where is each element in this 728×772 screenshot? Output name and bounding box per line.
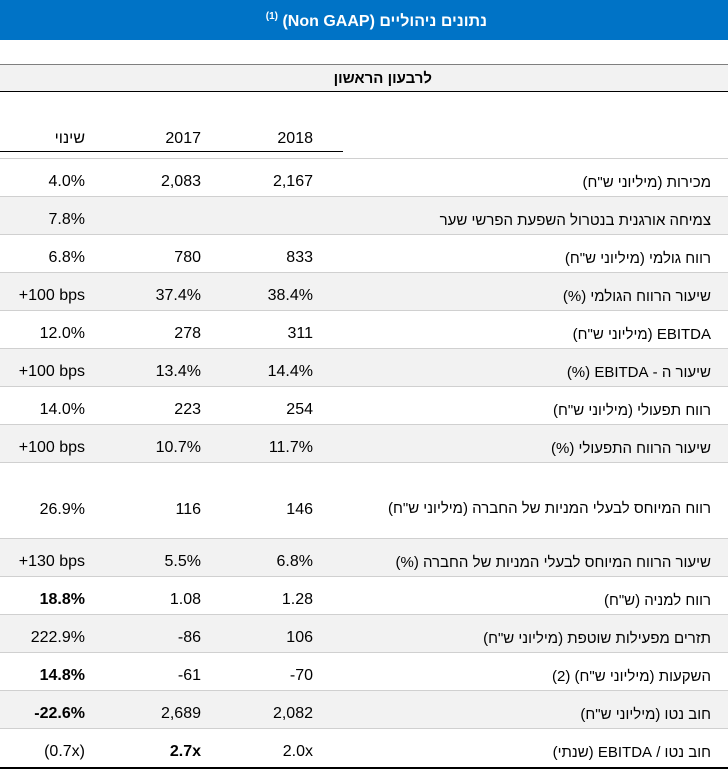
change-value: 14.0%: [39, 401, 85, 418]
table-row-ebitda-margin: +100 bps 13.4% 14.4% שיעור ה - EBITDA (%…: [0, 348, 728, 387]
row-label: חוב נטו (מיליוני ש"ח): [580, 706, 711, 723]
change-value: 26.9%: [39, 501, 85, 518]
table-row-gross-margin: +100 bps 37.4% 38.4% שיעור הרווח הגולמי …: [0, 272, 728, 311]
row-label: EBITDA (מיליוני ש"ח): [572, 326, 711, 343]
table-row-eps: 18.8% 1.08 1.28 רווח למניה (ש"ח): [0, 576, 728, 615]
change-value: -22.6%: [34, 705, 85, 722]
row-label: חוב נטו / EBITDA (שנתי): [552, 744, 711, 761]
change-value: +100 bps: [18, 363, 85, 380]
value-2017: 5.5%: [164, 553, 201, 570]
value-2017: 116: [175, 501, 201, 518]
change-value: 4.0%: [48, 173, 85, 190]
value-2018: 106: [286, 629, 313, 646]
table-row-net-debt: -22.6% 2,689 2,082 חוב נטו (מיליוני ש"ח): [0, 690, 728, 729]
value-2018: 6.8%: [276, 553, 313, 570]
value-2018: 11.7%: [268, 439, 313, 456]
table-row-net-profit: 26.9% 116 146 רווח המיוחס לבעלי המניות ש…: [0, 462, 728, 525]
value-2017: -61: [177, 667, 201, 684]
value-2018: 14.4%: [267, 363, 313, 380]
row-label: שיעור הרווח המיוחס לבעלי המניות של החברה…: [395, 554, 711, 571]
value-2018: 833: [286, 249, 313, 266]
value-2017: 1.08: [169, 591, 201, 608]
value-2018: 2.0x: [282, 743, 313, 760]
value-2017: 2.7x: [169, 743, 201, 760]
value-2018: 2,082: [272, 705, 313, 722]
table-row-operating-profit: 14.0% 223 254 רווח תפעולי (מיליוני ש"ח): [0, 386, 728, 425]
period-header: לרבעון הראשון: [0, 64, 728, 92]
value-2018: 38.4%: [267, 287, 313, 304]
table-row-sales: 4.0% 2,083 2,167 מכירות (מיליוני ש"ח): [0, 158, 728, 197]
value-2018: 146: [286, 501, 313, 518]
value-2017: 10.7%: [155, 439, 201, 456]
change-value: 12.0%: [39, 325, 85, 342]
change-value: +100 bps: [18, 439, 85, 456]
row-label: שיעור הרווח הגולמי (%): [562, 288, 711, 305]
value-2017: 780: [174, 249, 201, 266]
change-value: 18.8%: [39, 591, 85, 608]
table-row-organic-growth: 7.8% צמיחה אורגנית בנטרול השפעת הפרשי שע…: [0, 196, 728, 235]
row-label: תזרים מפעילות שוטפת (מיליוני ש"ח): [483, 630, 711, 647]
title-footnote: (1): [265, 11, 279, 22]
value-2017: 2,689: [160, 705, 201, 722]
value-2018: 254: [286, 401, 313, 418]
table-row-gross-profit: 6.8% 780 833 רווח גולמי (מיליוני ש"ח): [0, 234, 728, 273]
period-label: לרבעון הראשון: [333, 70, 432, 87]
column-header-change: שינוי: [54, 130, 85, 147]
table-row-ebitda: 12.0% 278 311 EBITDA (מיליוני ש"ח): [0, 310, 728, 349]
table-row-net-margin: +130 bps 5.5% 6.8% שיעור הרווח המיוחס לב…: [0, 538, 728, 577]
row-label: רווח המיוחס לבעלי המניות של החברה (מיליו…: [388, 500, 711, 517]
value-2017: 2,083: [160, 173, 201, 190]
change-value: 7.8%: [48, 211, 85, 228]
table-row-operating-cash-flow: 222.9% -86 106 תזרים מפעילות שוטפת (מילי…: [0, 614, 728, 653]
change-value: +100 bps: [18, 287, 85, 304]
table-row-operating-margin: +100 bps 10.7% 11.7% שיעור הרווח התפעולי…: [0, 424, 728, 463]
value-2017: 278: [174, 325, 201, 342]
table-row-net-debt-to-ebitda: (0.7x) 2.7x 2.0x חוב נטו / EBITDA (שנתי): [0, 728, 728, 769]
value-2017: 13.4%: [155, 363, 201, 380]
page-title: נתונים ניהוליים (Non GAAP) (1): [266, 11, 487, 31]
value-2017: 37.4%: [155, 287, 201, 304]
column-header-2018: 2018: [277, 130, 313, 147]
row-label: רווח גולמי (מיליוני ש"ח): [564, 250, 711, 267]
change-value: 6.8%: [48, 249, 85, 266]
table-row-investments: 14.8% -61 -70 השקעות (מיליוני ש"ח) (2): [0, 652, 728, 691]
column-header-underline: [0, 151, 343, 152]
row-label: מכירות (מיליוני ש"ח): [582, 174, 712, 191]
row-label: צמיחה אורגנית בנטרול השפעת הפרשי שער: [439, 212, 711, 229]
row-label: שיעור ה - EBITDA (%): [566, 364, 711, 381]
value-2017: 223: [174, 401, 201, 418]
value-2018: 2,167: [272, 173, 313, 190]
value-2018: 311: [287, 325, 313, 342]
change-value: (0.7x): [44, 743, 85, 760]
value-2017: -86: [177, 629, 201, 646]
change-value: 14.8%: [39, 667, 85, 684]
value-2018: 1.28: [281, 591, 313, 608]
row-label: שיעור הרווח התפעולי (%): [551, 440, 711, 457]
value-2018: -70: [289, 667, 313, 684]
column-header-2017: 2017: [165, 130, 201, 147]
page-title-text: נתונים ניהוליים (Non GAAP): [282, 13, 487, 30]
row-label: רווח למניה (ש"ח): [603, 592, 711, 609]
row-label: רווח תפעולי (מיליוני ש"ח): [553, 402, 711, 419]
row-label: השקעות (מיליוני ש"ח) (2): [552, 668, 711, 685]
change-value: +130 bps: [18, 553, 85, 570]
title-bar: נתונים ניהוליים (Non GAAP) (1): [0, 0, 728, 40]
change-value: 222.9%: [30, 629, 85, 646]
